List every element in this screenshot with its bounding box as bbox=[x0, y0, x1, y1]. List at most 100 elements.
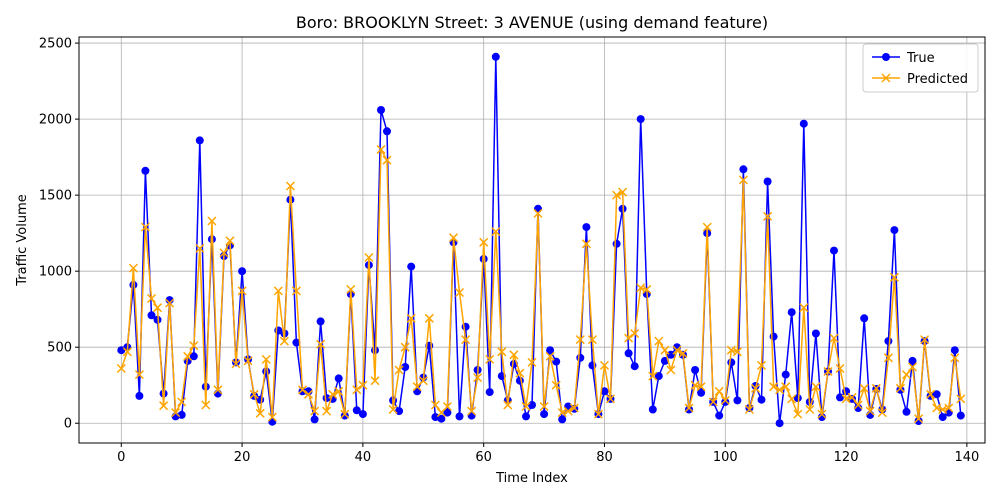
data-point-predicted bbox=[334, 386, 344, 396]
data-point-predicted bbox=[642, 284, 652, 294]
data-point-predicted bbox=[618, 187, 628, 197]
data-point-predicted bbox=[201, 400, 211, 410]
data-point-true bbox=[956, 411, 965, 420]
data-point-predicted bbox=[261, 354, 271, 364]
x-tick-label: 80 bbox=[596, 450, 613, 465]
data-point-true bbox=[528, 401, 536, 409]
data-point-true bbox=[395, 407, 404, 416]
data-point-predicted bbox=[394, 365, 404, 375]
chart-title: Boro: BROOKLYN Street: 3 AVENUE (using d… bbox=[296, 13, 768, 32]
data-point-true bbox=[298, 387, 307, 396]
data-point-predicted bbox=[672, 345, 682, 355]
data-point-predicted bbox=[406, 313, 416, 323]
data-point-predicted bbox=[750, 383, 761, 393]
data-point-true bbox=[691, 366, 700, 374]
data-point-true bbox=[540, 410, 549, 419]
data-point-true bbox=[938, 413, 947, 422]
data-point-predicted bbox=[388, 404, 398, 415]
data-point-true bbox=[630, 362, 639, 371]
legend-predicted-label: Predicted bbox=[907, 72, 968, 87]
x-tick-label: 140 bbox=[954, 450, 979, 465]
data-point-predicted bbox=[140, 222, 150, 232]
data-point-predicted bbox=[382, 155, 392, 165]
data-point-predicted bbox=[648, 371, 658, 381]
data-point-predicted bbox=[950, 353, 960, 363]
y-tick-label: 2000 bbox=[39, 113, 72, 128]
plot-frame bbox=[78, 36, 986, 444]
data-point-predicted bbox=[738, 175, 748, 185]
data-point-predicted bbox=[146, 293, 157, 304]
data-point-predicted bbox=[714, 386, 724, 396]
y-tick-label: 1500 bbox=[39, 189, 72, 204]
data-point-true bbox=[443, 408, 452, 417]
series-line-predicted bbox=[120, 148, 962, 420]
legend-true-label: True bbox=[906, 51, 935, 66]
data-point-true bbox=[141, 166, 150, 175]
data-point-true bbox=[914, 417, 923, 425]
data-point-predicted bbox=[122, 347, 132, 357]
data-point-predicted bbox=[926, 389, 936, 399]
data-point-predicted bbox=[358, 380, 368, 390]
data-point-predicted bbox=[787, 394, 797, 404]
data-point-predicted bbox=[207, 216, 217, 226]
data-point-predicted bbox=[756, 360, 767, 370]
data-point-true bbox=[799, 119, 808, 128]
data-point-predicted bbox=[696, 382, 706, 392]
data-point-true bbox=[830, 246, 838, 255]
data-point-predicted bbox=[793, 409, 803, 419]
data-point-true bbox=[189, 352, 198, 361]
data-point-predicted bbox=[883, 353, 893, 363]
data-point-predicted bbox=[666, 365, 676, 375]
y-tick-label: 0 bbox=[64, 417, 72, 432]
data-point-true bbox=[546, 346, 555, 355]
data-point-predicted bbox=[430, 400, 440, 410]
data-point-predicted bbox=[533, 208, 543, 218]
data-point-true bbox=[890, 226, 899, 235]
data-point-true bbox=[262, 367, 271, 376]
data-point-true bbox=[358, 410, 367, 419]
data-point-true bbox=[177, 410, 186, 419]
data-point-predicted bbox=[775, 385, 785, 395]
data-point-true bbox=[467, 411, 476, 420]
data-point-true bbox=[383, 127, 391, 136]
legend: True Predicted bbox=[862, 43, 979, 93]
data-point-predicted bbox=[817, 409, 827, 419]
data-point-predicted bbox=[847, 392, 857, 402]
data-point-predicted bbox=[473, 373, 483, 383]
data-point-predicted bbox=[509, 350, 519, 360]
data-point-true bbox=[636, 115, 645, 124]
data-point-true bbox=[811, 329, 820, 338]
data-point-predicted bbox=[678, 348, 688, 358]
data-point-true bbox=[769, 332, 778, 341]
data-point-predicted bbox=[684, 403, 694, 413]
data-point-predicted bbox=[853, 400, 863, 410]
data-point-predicted bbox=[189, 341, 199, 351]
data-point-predicted bbox=[865, 406, 875, 416]
data-point-true bbox=[334, 374, 343, 383]
x-axis-ticks: 0 20 40 60 80 100 120 140 bbox=[117, 443, 979, 465]
data-point-predicted bbox=[708, 397, 718, 407]
data-point-true bbox=[292, 338, 301, 347]
data-point-true bbox=[522, 412, 530, 421]
data-point-predicted bbox=[152, 303, 163, 313]
data-point-true bbox=[654, 372, 663, 381]
data-point-predicted bbox=[267, 412, 277, 422]
data-point-true bbox=[135, 391, 144, 400]
data-point-predicted bbox=[593, 409, 603, 419]
data-point-predicted bbox=[503, 400, 513, 410]
data-point-predicted bbox=[944, 403, 954, 413]
data-point-predicted bbox=[781, 382, 791, 392]
data-point-predicted bbox=[702, 222, 712, 232]
data-point-true bbox=[153, 315, 162, 324]
x-tick-label: 60 bbox=[475, 450, 492, 465]
data-point-true bbox=[461, 322, 470, 331]
data-point-predicted bbox=[485, 354, 495, 364]
data-point-predicted bbox=[134, 370, 144, 380]
data-point-predicted bbox=[491, 227, 501, 237]
data-point-predicted bbox=[467, 406, 477, 416]
data-point-predicted bbox=[527, 357, 537, 367]
data-point-true bbox=[491, 52, 500, 61]
data-point-predicted bbox=[581, 239, 591, 249]
data-point-predicted bbox=[183, 351, 193, 361]
data-point-predicted bbox=[177, 397, 187, 407]
